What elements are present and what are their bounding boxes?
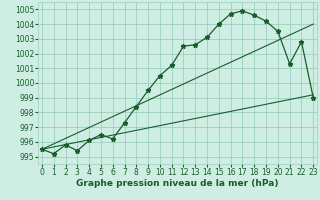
X-axis label: Graphe pression niveau de la mer (hPa): Graphe pression niveau de la mer (hPa) xyxy=(76,179,279,188)
